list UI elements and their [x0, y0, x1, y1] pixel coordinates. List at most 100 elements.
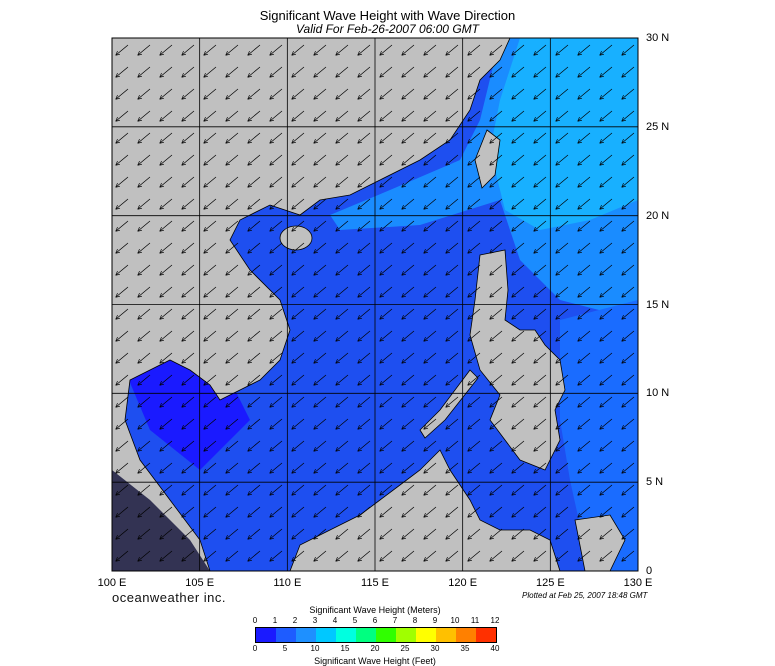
wave-arrow [622, 176, 635, 187]
feet-tick: 15 [340, 644, 350, 653]
wave-arrow [226, 44, 239, 55]
wave-arrow [248, 484, 261, 495]
wave-arrow [358, 242, 371, 253]
wave-arrow [116, 242, 129, 253]
wave-arrow [248, 528, 261, 539]
wave-arrow [116, 176, 129, 187]
wave-arrow [600, 44, 613, 55]
wave-arrow [204, 374, 217, 385]
wave-arrow [600, 506, 613, 517]
wave-arrow [402, 198, 415, 209]
wave-arrow [314, 44, 327, 55]
wave-arrow [578, 418, 591, 429]
meters-tick: 6 [372, 616, 378, 625]
wave-arrow [292, 220, 305, 231]
wave-arrow [138, 330, 151, 341]
wave-arrow [138, 506, 151, 517]
wave-arrow [556, 176, 569, 187]
wave-arrow [270, 352, 283, 363]
wave-arrow [600, 176, 613, 187]
wave-arrow [578, 374, 591, 385]
wave-arrow [358, 506, 371, 517]
taiwan-island [474, 129, 501, 189]
feet-tick: 20 [370, 644, 380, 653]
wave-arrow [204, 396, 217, 407]
wave-arrow [622, 132, 635, 143]
wave-arrow [292, 198, 305, 209]
wave-arrow [138, 44, 151, 55]
wave-arrow [446, 396, 459, 407]
wave-arrow [402, 484, 415, 495]
feet-tick: 30 [430, 644, 440, 653]
wave-arrow [600, 220, 613, 231]
wave-arrow [292, 132, 305, 143]
map-frame [111, 37, 639, 572]
wave-arrow [556, 528, 569, 539]
wave-arrow [622, 330, 635, 341]
wave-arrow [358, 550, 371, 561]
wave-arrow [534, 352, 547, 363]
wave-arrow [226, 550, 239, 561]
wave-arrow [160, 374, 173, 385]
wave-arrow [226, 198, 239, 209]
wave-arrow [160, 462, 173, 473]
color-swatch [396, 628, 416, 642]
wave-arrow [314, 132, 327, 143]
wave-arrow [600, 352, 613, 363]
wave-arrow [380, 198, 393, 209]
wave-arrow [512, 286, 525, 297]
wave-arrow [138, 286, 151, 297]
wave-arrow [556, 110, 569, 121]
wave-arrow [270, 506, 283, 517]
feet-tick: 5 [282, 644, 288, 653]
wave-arrow [534, 462, 547, 473]
wave-arrow [116, 418, 129, 429]
wave-arrow [116, 462, 129, 473]
wave-arrow [226, 418, 239, 429]
wave-arrow [182, 154, 195, 165]
wave-arrow [336, 176, 349, 187]
wave-arrow [248, 44, 261, 55]
wave-arrow [270, 418, 283, 429]
wave-arrow [468, 44, 481, 55]
meters-tick: 4 [332, 616, 338, 625]
wave-arrow [512, 154, 525, 165]
wave-arrow [138, 132, 151, 143]
wave-arrow [116, 198, 129, 209]
wave-arrow [512, 88, 525, 99]
wave-arrow [468, 66, 481, 77]
wave-arrow [292, 66, 305, 77]
wave-arrow [490, 506, 503, 517]
wave-arrow [446, 374, 459, 385]
wave-arrow [490, 132, 503, 143]
wave-arrow [446, 66, 459, 77]
wave-arrow [160, 528, 173, 539]
wave-arrow [116, 110, 129, 121]
wave-arrow [622, 528, 635, 539]
wave-arrow [160, 330, 173, 341]
wave-arrow [512, 220, 525, 231]
wave-arrow [358, 374, 371, 385]
wave-arrow [314, 352, 327, 363]
wave-arrow [578, 110, 591, 121]
wave-arrow [556, 462, 569, 473]
longitude-label: 115 E [361, 577, 389, 589]
latitude-label: 15 N [646, 298, 670, 311]
wave-arrow [534, 110, 547, 121]
wave-arrow [556, 286, 569, 297]
wave-arrow [270, 330, 283, 341]
wave-arrow [358, 396, 371, 407]
meters-tick: 3 [312, 616, 318, 625]
wave-arrow [270, 176, 283, 187]
wave-arrow [270, 88, 283, 99]
wave-arrow [556, 220, 569, 231]
wave-arrow [380, 506, 393, 517]
wave-arrow [622, 396, 635, 407]
wave-arrow [380, 550, 393, 561]
wave-arrow [402, 220, 415, 231]
wave-arrow [424, 550, 437, 561]
wave-arrow [402, 176, 415, 187]
wave-arrow [204, 308, 217, 319]
wave-arrow [534, 88, 547, 99]
wave-arrow [116, 308, 129, 319]
